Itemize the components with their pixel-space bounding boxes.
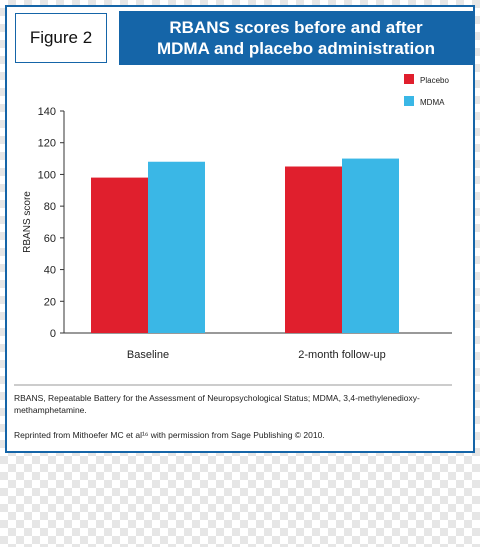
y-axis-label: RBANS score xyxy=(22,191,33,253)
bar-placebo xyxy=(285,166,342,333)
legend-swatch-placebo xyxy=(404,74,414,84)
y-tick-label: 60 xyxy=(44,233,56,245)
legend-swatch-mdma xyxy=(404,96,414,106)
y-tick-label: 40 xyxy=(44,265,56,277)
footnote-abbreviations: RBANS, Repeatable Battery for the Assess… xyxy=(14,393,420,415)
chart-title-line-2: MDMA and placebo administration xyxy=(156,39,435,58)
bar-mdma xyxy=(342,158,399,333)
bar-placebo xyxy=(91,177,148,333)
figure-label: Figure 2 xyxy=(15,13,107,63)
chart-title: RBANS scores before and after MDMA and p… xyxy=(119,11,473,65)
y-tick-label: 120 xyxy=(38,138,56,150)
legend-label-placebo: Placebo xyxy=(420,76,449,85)
footnote-reprint: Reprinted from Mithoefer MC et al¹⁶ with… xyxy=(14,430,325,440)
y-tick-label: 100 xyxy=(38,169,56,181)
x-category-label: Baseline xyxy=(127,349,169,361)
legend-label-mdma: MDMA xyxy=(420,98,445,107)
y-tick-label: 20 xyxy=(44,296,56,308)
y-tick-label: 80 xyxy=(44,201,56,213)
y-tick-label: 140 xyxy=(38,106,56,118)
bar-mdma xyxy=(148,161,205,333)
x-category-label: 2-month follow-up xyxy=(298,349,385,361)
chart-title-line-1: RBANS scores before and after xyxy=(169,18,423,37)
y-tick-label: 0 xyxy=(50,328,56,340)
